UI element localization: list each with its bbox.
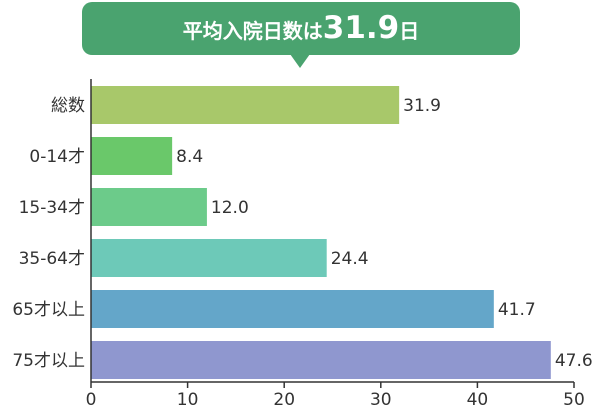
x-tick-label: 0 <box>86 390 97 408</box>
x-tick-label: 50 <box>563 390 585 408</box>
data-label: 47.6 <box>555 351 593 371</box>
bar <box>91 137 173 175</box>
chart-title: 平均入院日数は31.9日 <box>183 10 420 46</box>
chart-title-prefix: 平均入院日数は <box>183 19 323 43</box>
data-label: 8.4 <box>176 147 203 167</box>
chart-title-suffix: 日 <box>399 19 419 43</box>
x-tick-label: 20 <box>273 390 295 408</box>
data-label: 24.4 <box>331 249 369 269</box>
category-label: 65才以上 <box>12 300 85 320</box>
data-label: 12.0 <box>211 198 249 218</box>
bar <box>91 86 400 124</box>
bar <box>91 290 494 328</box>
category-label: 15-34才 <box>19 198 85 218</box>
data-label: 31.9 <box>403 96 441 116</box>
category-label: 0-14才 <box>29 147 85 167</box>
x-tick-label: 30 <box>370 390 392 408</box>
bar <box>91 188 207 226</box>
x-tick-label: 40 <box>467 390 489 408</box>
category-label: 35-64才 <box>19 249 85 269</box>
title-banner-background <box>82 2 520 55</box>
category-label: 総数 <box>51 96 85 116</box>
title-banner: 平均入院日数は31.9日 <box>82 2 520 68</box>
category-label: 75才以上 <box>12 351 85 371</box>
title-banner-pointer <box>290 54 310 68</box>
data-label: 41.7 <box>498 300 536 320</box>
plot-area: 総数 31.9 0-14才 8.4 15-34才 12.0 35-64才 24.4 65才以上 4… <box>12 79 593 408</box>
chart-title-value: 31.9 <box>323 10 400 46</box>
bar <box>91 341 551 379</box>
bar <box>91 239 327 277</box>
x-tick-label: 10 <box>177 390 199 408</box>
